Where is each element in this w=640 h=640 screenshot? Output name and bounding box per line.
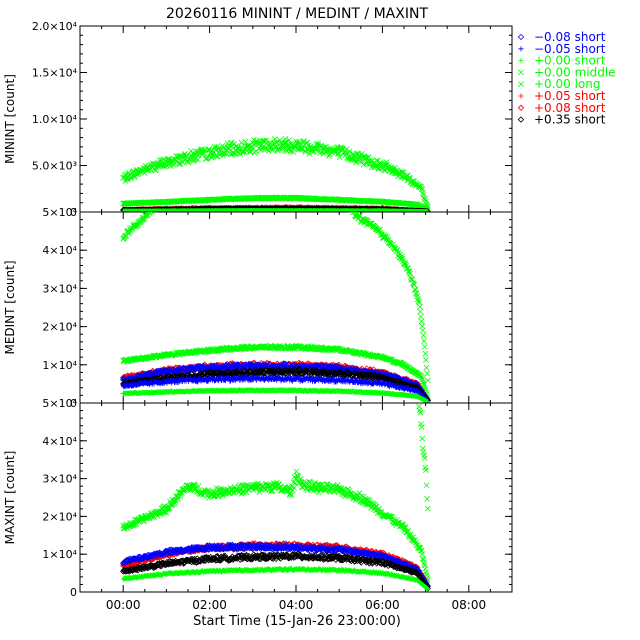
panels-layer: 0 5.0×10³ 1.0×10⁴ 1.5×10⁴ 2.0×10⁴ MININT [cou…: [3, 20, 513, 612]
data-point: [125, 176, 132, 183]
data-point: [404, 177, 411, 184]
data-point: [350, 151, 357, 158]
data-point: [213, 153, 220, 160]
data-point: [238, 139, 245, 146]
data-point: [304, 139, 311, 146]
y-tick-label-medint: 3×10⁴: [42, 282, 77, 295]
data-point: [406, 175, 413, 182]
data-point: [273, 139, 280, 146]
y-tick-label-minint: 5.0×10³: [32, 160, 77, 173]
data-point: [273, 139, 279, 146]
data-point: [334, 150, 341, 157]
data-point: [247, 149, 254, 155]
data-point: [346, 148, 353, 155]
y-tick-label-minint: 1.5×10⁴: [32, 67, 78, 80]
data-point: [125, 230, 132, 237]
data-point: [222, 150, 228, 157]
data-point: [281, 147, 287, 154]
series--0-00-long: [120, 342, 431, 403]
data-point: [336, 154, 343, 161]
y-axis-label-medint: MEDINT [count]: [3, 260, 17, 354]
data-point: [398, 168, 405, 175]
panel-medint: 0 1×10⁴ 2×10⁴ 3×10⁴ 4×10⁴ 5×10⁴ MEDINT [count]: [3, 206, 513, 410]
data-point: [252, 148, 259, 155]
data-point: [165, 155, 172, 162]
data-point: [419, 327, 426, 334]
y-axis-label-minint: MININT [count]: [3, 74, 17, 164]
data-point: [293, 138, 300, 145]
data-point: [271, 136, 278, 142]
data-point: [265, 148, 272, 154]
data-point: [418, 318, 425, 325]
data-point: [280, 360, 288, 367]
y-tick-label-minint: 0: [70, 206, 77, 219]
data-point: [420, 332, 427, 339]
y-tick-label-medint: 1×10⁴: [42, 359, 77, 372]
series--0-00-middle: [120, 136, 431, 211]
data-point: [421, 343, 428, 350]
data-point: [424, 370, 431, 377]
y-tick-label-medint: 0: [70, 397, 77, 410]
data-point: [132, 173, 138, 180]
data-point: [148, 212, 154, 215]
panel-minint: 0 5.0×10³ 1.0×10⁴ 1.5×10⁴ 2.0×10⁴ MININT [cou…: [3, 20, 513, 219]
data-point: [423, 356, 429, 363]
data-point: [415, 296, 421, 302]
data-point: [418, 372, 424, 379]
data-point: [353, 150, 360, 157]
data-point: [419, 378, 426, 385]
data-point: [419, 189, 426, 196]
data-point: [326, 153, 332, 159]
data-point: [422, 196, 429, 202]
data-point: [360, 161, 367, 168]
data-point: [415, 298, 422, 304]
data-point: [283, 139, 289, 146]
data-point: [296, 140, 303, 147]
data-point: [128, 175, 135, 182]
markers-medint: [120, 212, 431, 403]
data-point: [416, 304, 423, 310]
data-point: [402, 259, 408, 266]
data-point: [422, 350, 429, 357]
data-point: [418, 313, 424, 320]
data-point: [406, 269, 413, 275]
data-point: [417, 308, 424, 315]
data-point: [381, 167, 387, 173]
data-point: [394, 246, 401, 253]
data-point: [343, 146, 350, 153]
data-point: [342, 149, 349, 156]
data-point: [353, 159, 360, 166]
data-point: [424, 377, 431, 384]
y-tick-label-medint: 5×10⁴: [42, 206, 77, 219]
data-point: [170, 162, 177, 169]
data-point: [239, 149, 246, 155]
data-point: [402, 261, 409, 268]
data-point: [315, 140, 321, 147]
data-point: [418, 374, 425, 381]
series--0-00-middle: [120, 212, 431, 384]
data-point: [306, 150, 313, 157]
x-axis-label: Start Time (15-Jan-26 23:00:00): [193, 614, 401, 629]
data-point: [276, 145, 283, 152]
data-point: [186, 364, 193, 372]
data-point: [149, 212, 156, 214]
data-point: [411, 281, 418, 288]
data-point: [423, 364, 430, 371]
data-point: [226, 143, 233, 150]
data-point: [373, 225, 380, 232]
y-tick-label-minint: 1.0×10⁴: [32, 113, 78, 126]
chart-title: 20260116 MININT / MEDINT / MAXINT: [166, 6, 428, 22]
data-point: [420, 380, 427, 387]
data-point: [204, 155, 210, 162]
series--0-00-long: [120, 194, 431, 212]
y-tick-label-medint: 2×10⁴: [42, 321, 77, 334]
data-point: [421, 338, 427, 344]
y-tick-label-minint: 2.0×10⁴: [32, 20, 78, 33]
data-point: [304, 146, 310, 153]
y-tick-label-medint: 4×10⁴: [42, 244, 77, 257]
markers-minint: [120, 136, 431, 212]
